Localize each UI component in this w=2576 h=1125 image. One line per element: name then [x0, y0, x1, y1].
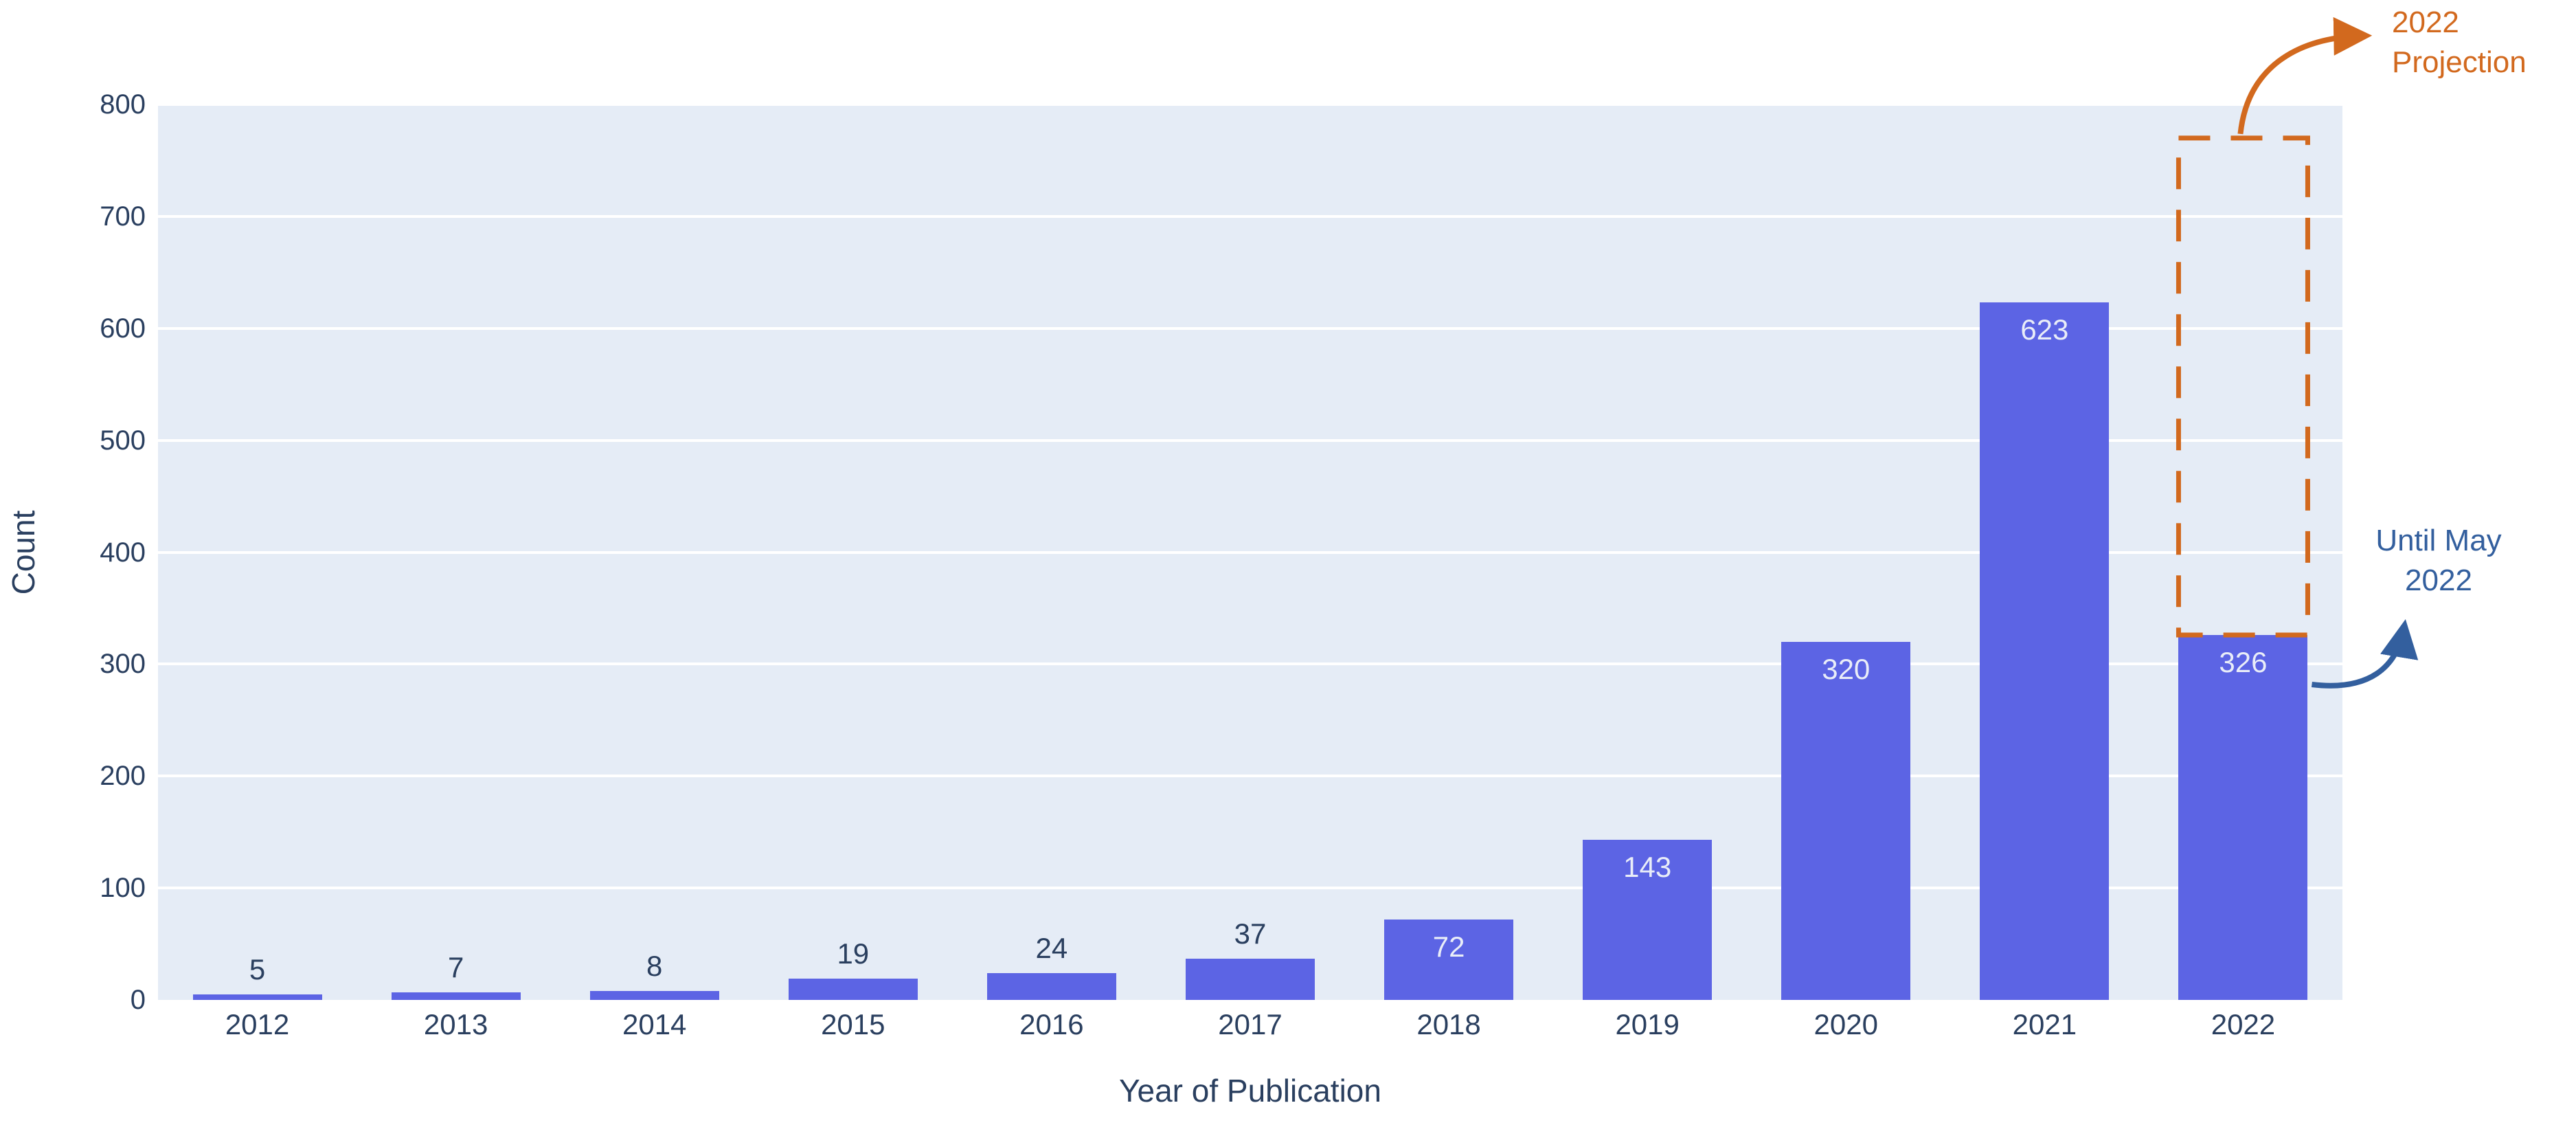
bar-2021: [1980, 302, 2110, 1000]
x-tick-label-2018: 2018: [1416, 1008, 1481, 1040]
x-tick-label-2019: 2019: [1615, 1008, 1680, 1040]
bar-value-label-2020: 320: [1822, 652, 1871, 685]
bar-2014: [589, 990, 719, 1000]
gridline-800: [158, 103, 2342, 106]
x-tick-label-2016: 2016: [1019, 1008, 1084, 1040]
y-tick-label-200: 200: [100, 761, 146, 792]
y-tick-label-300: 300: [100, 649, 146, 680]
bar-2012: [192, 994, 322, 1000]
gridline-100: [158, 887, 2342, 890]
gridline-400: [158, 550, 2342, 554]
gridline-600: [158, 326, 2342, 330]
x-tick-label-2017: 2017: [1218, 1008, 1283, 1040]
gridline-200: [158, 775, 2342, 778]
bar-2016: [986, 972, 1116, 1000]
x-tick-label-2014: 2014: [622, 1008, 687, 1040]
gridline-300: [158, 662, 2342, 666]
y-tick-label-500: 500: [100, 425, 146, 456]
bar-value-label-2012: 5: [249, 953, 266, 985]
gridline-700: [158, 214, 2342, 218]
bar-value-label-2014: 8: [646, 949, 663, 982]
y-tick-label-100: 100: [100, 873, 146, 904]
y-axis-title: Count: [5, 510, 41, 594]
y-tick-label-800: 800: [100, 89, 146, 120]
x-tick-label-2015: 2015: [821, 1008, 885, 1040]
projection-annotation-text: 2022 Projection: [2392, 5, 2527, 79]
bar-value-label-2021: 623: [2020, 313, 2069, 346]
until-may-annotation-text: Until May 2022: [2375, 524, 2502, 597]
bar-value-label-2013: 7: [447, 950, 464, 983]
bar-2019: [1583, 840, 1713, 1000]
bar-value-label-2017: 37: [1234, 917, 1267, 950]
bar-value-label-2022: 326: [2219, 646, 2268, 679]
y-tick-label-700: 700: [100, 201, 146, 232]
x-axis-title: Year of Publication: [1119, 1073, 1381, 1109]
y-tick-label-600: 600: [100, 313, 146, 344]
x-tick-label-2012: 2012: [225, 1008, 290, 1040]
x-tick-label-2020: 2020: [1814, 1008, 1878, 1040]
bar-value-label-2019: 143: [1623, 851, 1672, 884]
x-tick-label-2021: 2021: [2012, 1008, 2077, 1040]
x-tick-label-2022: 2022: [2211, 1008, 2276, 1040]
gridline-500: [158, 438, 2342, 442]
y-tick-label-400: 400: [100, 537, 146, 568]
bar-2013: [391, 992, 521, 1000]
bar-value-label-2015: 19: [837, 937, 870, 970]
bar-2020: [1781, 641, 1911, 1000]
bar-2022: [2178, 635, 2308, 1000]
bar-2018: [1384, 919, 1514, 1000]
bar-value-label-2018: 72: [1432, 930, 1465, 963]
x-tick-label-2013: 2013: [423, 1008, 488, 1040]
bar-2017: [1186, 958, 1315, 1000]
bar-value-label-2016: 24: [1035, 931, 1068, 964]
y-tick-label-0: 0: [130, 985, 146, 1015]
bar-2015: [788, 979, 918, 1000]
